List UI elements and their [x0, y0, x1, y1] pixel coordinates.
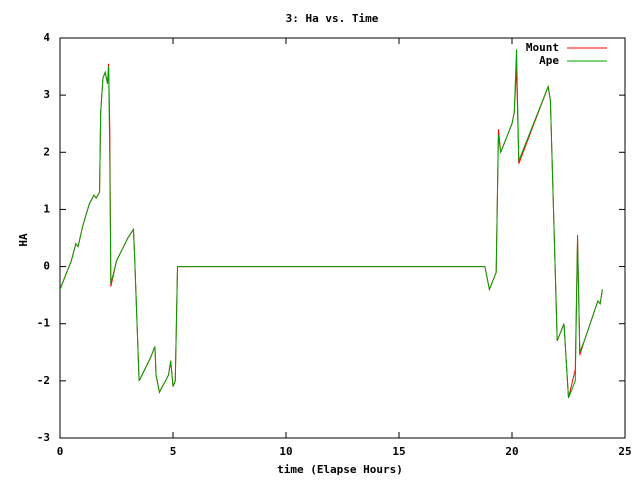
- x-tick-label: 15: [392, 445, 405, 458]
- x-axis-label: time (Elapse Hours): [277, 463, 403, 476]
- x-tick-label: 10: [279, 445, 292, 458]
- x-tick-label: 5: [170, 445, 177, 458]
- y-tick-label: 2: [43, 145, 50, 158]
- x-tick-label: 0: [57, 445, 64, 458]
- x-tick-label: 20: [505, 445, 518, 458]
- y-tick-label: 1: [43, 202, 50, 215]
- y-tick-label: 3: [43, 88, 50, 101]
- legend-label: Ape: [539, 54, 559, 67]
- y-tick-label: 0: [43, 260, 50, 273]
- y-tick-label: 4: [43, 31, 50, 44]
- chart-title: 3: Ha vs. Time: [286, 12, 379, 25]
- legend-label: Mount: [526, 41, 559, 54]
- y-tick-label: -3: [37, 431, 50, 444]
- y-tick-label: -2: [37, 374, 50, 387]
- y-axis-label: HA: [17, 233, 30, 247]
- plot-border: [59, 37, 626, 439]
- x-tick-label: 25: [618, 445, 631, 458]
- data-line: [59, 63, 603, 399]
- data-line: [59, 49, 603, 399]
- y-tick-label: -1: [37, 317, 51, 330]
